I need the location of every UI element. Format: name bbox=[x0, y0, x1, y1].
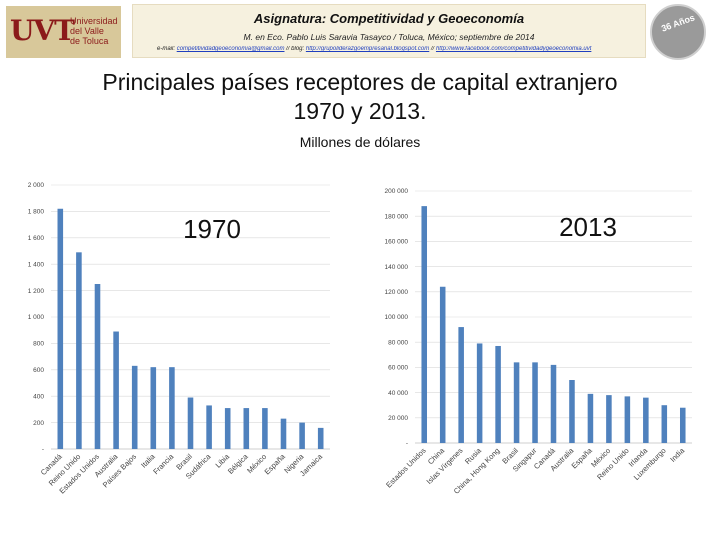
x-tick-label: India bbox=[668, 445, 686, 463]
y-tick-label: 1 800 bbox=[28, 209, 45, 216]
y-tick-label: 200 000 bbox=[385, 188, 409, 195]
y-tick-label: 2 000 bbox=[28, 182, 45, 189]
bar bbox=[495, 345, 501, 443]
x-tick-label: España bbox=[263, 451, 288, 476]
logo-text: Universidad del Valle de Toluca bbox=[70, 16, 118, 46]
bar bbox=[624, 396, 631, 443]
chart-0: - 200 400 600 800 1 000 1 200 1 400 1 600 1 800 2 … bbox=[28, 182, 330, 496]
bar bbox=[661, 405, 668, 443]
y-tick-label: 140 000 bbox=[385, 264, 409, 271]
x-tick-label: España bbox=[569, 445, 594, 470]
chart-title: 1970 bbox=[183, 214, 241, 244]
bar bbox=[76, 252, 82, 449]
bar bbox=[317, 427, 324, 449]
anniversary-seal-icon: 36 Años bbox=[650, 4, 706, 60]
y-tick-label: 40 000 bbox=[388, 390, 408, 397]
header-banner: UVT Universidad del Valle de Toluca Asig… bbox=[0, 0, 720, 62]
y-tick-label: 100 000 bbox=[385, 314, 409, 321]
bar bbox=[513, 362, 520, 443]
y-tick-label: 180 000 bbox=[385, 213, 409, 220]
bar bbox=[113, 331, 119, 449]
bar bbox=[569, 380, 575, 443]
y-tick-label: 20 000 bbox=[388, 415, 408, 422]
bar bbox=[532, 362, 538, 443]
bar bbox=[224, 408, 231, 449]
y-tick-label: 200 bbox=[33, 420, 44, 427]
bar bbox=[643, 397, 649, 443]
bar bbox=[131, 365, 138, 449]
bar bbox=[150, 367, 157, 449]
bar bbox=[262, 408, 268, 449]
x-tick-label: Estados Unidos bbox=[384, 446, 428, 490]
bar bbox=[243, 408, 250, 449]
email-link[interactable]: competitividadgeoeconomia@gmail.com bbox=[176, 46, 285, 52]
bar bbox=[606, 395, 612, 443]
bar bbox=[421, 206, 428, 443]
contact-label: e-mail: bbox=[157, 46, 176, 52]
chart-1: - 20 000 40 000 60 000 80 000 100 000 120 000 1… bbox=[384, 188, 692, 496]
author-line: M. en Eco. Pablo Luis Saravia Tasayco / … bbox=[243, 32, 535, 42]
y-tick-label: 1 600 bbox=[28, 235, 45, 242]
logo-letters: UVT bbox=[10, 14, 75, 47]
y-tick-label: 1 200 bbox=[28, 288, 45, 295]
y-tick-label: - bbox=[42, 446, 44, 453]
y-tick-label: 60 000 bbox=[388, 365, 408, 372]
page-title: Principales países receptores de capital… bbox=[0, 68, 720, 126]
y-tick-label: 80 000 bbox=[388, 339, 408, 346]
units-label: Millones de dólares bbox=[299, 134, 421, 150]
title-line-2: 1970 y 2013. bbox=[293, 98, 427, 124]
bar bbox=[187, 397, 194, 449]
title-line-1: Principales países receptores de capital… bbox=[102, 69, 618, 95]
facebook-link[interactable]: http://www.facebook.com/competitividadyg… bbox=[435, 46, 592, 52]
course-title: Asignatura: Competitividad y Geoeconomía bbox=[253, 11, 525, 26]
contact-separator: // blog: bbox=[286, 46, 305, 52]
bar bbox=[679, 407, 686, 443]
y-tick-label: 800 bbox=[33, 341, 44, 348]
y-tick-label: 120 000 bbox=[385, 289, 409, 296]
bar bbox=[550, 364, 557, 443]
bar bbox=[169, 367, 175, 449]
y-tick-label: 160 000 bbox=[385, 239, 409, 246]
y-tick-label: - bbox=[406, 440, 408, 447]
chart-title: 2013 bbox=[559, 212, 617, 242]
bar bbox=[57, 208, 64, 449]
contact-separator: // bbox=[430, 46, 436, 52]
y-tick-label: 400 bbox=[33, 393, 44, 400]
x-tick-label: Bélgica bbox=[226, 451, 250, 475]
course-header: Asignatura: Competitividad y Geoeconomía… bbox=[132, 4, 646, 58]
y-tick-label: 1 400 bbox=[28, 261, 45, 268]
bar bbox=[439, 286, 446, 443]
university-logo: UVT Universidad del Valle de Toluca bbox=[6, 6, 121, 58]
bar bbox=[587, 393, 594, 443]
x-tick-label: Francia bbox=[151, 451, 176, 476]
logo-text-line: Universidad bbox=[70, 16, 118, 26]
bar bbox=[206, 405, 212, 449]
logo-text-line: de Toluca bbox=[70, 36, 109, 46]
y-tick-label: 600 bbox=[33, 367, 44, 374]
contact-line: e-mail: competitividadgeoeconomia@gmail.… bbox=[157, 46, 641, 52]
bar bbox=[458, 327, 464, 443]
y-tick-label: 1 000 bbox=[28, 314, 45, 321]
bar bbox=[299, 422, 305, 449]
bar bbox=[280, 418, 287, 449]
blog-link[interactable]: http://grupoliderazgoempresarial.blogspo… bbox=[305, 46, 430, 52]
bar bbox=[476, 343, 483, 443]
logo-text-line: del Valle bbox=[70, 26, 104, 36]
bar bbox=[94, 284, 101, 449]
